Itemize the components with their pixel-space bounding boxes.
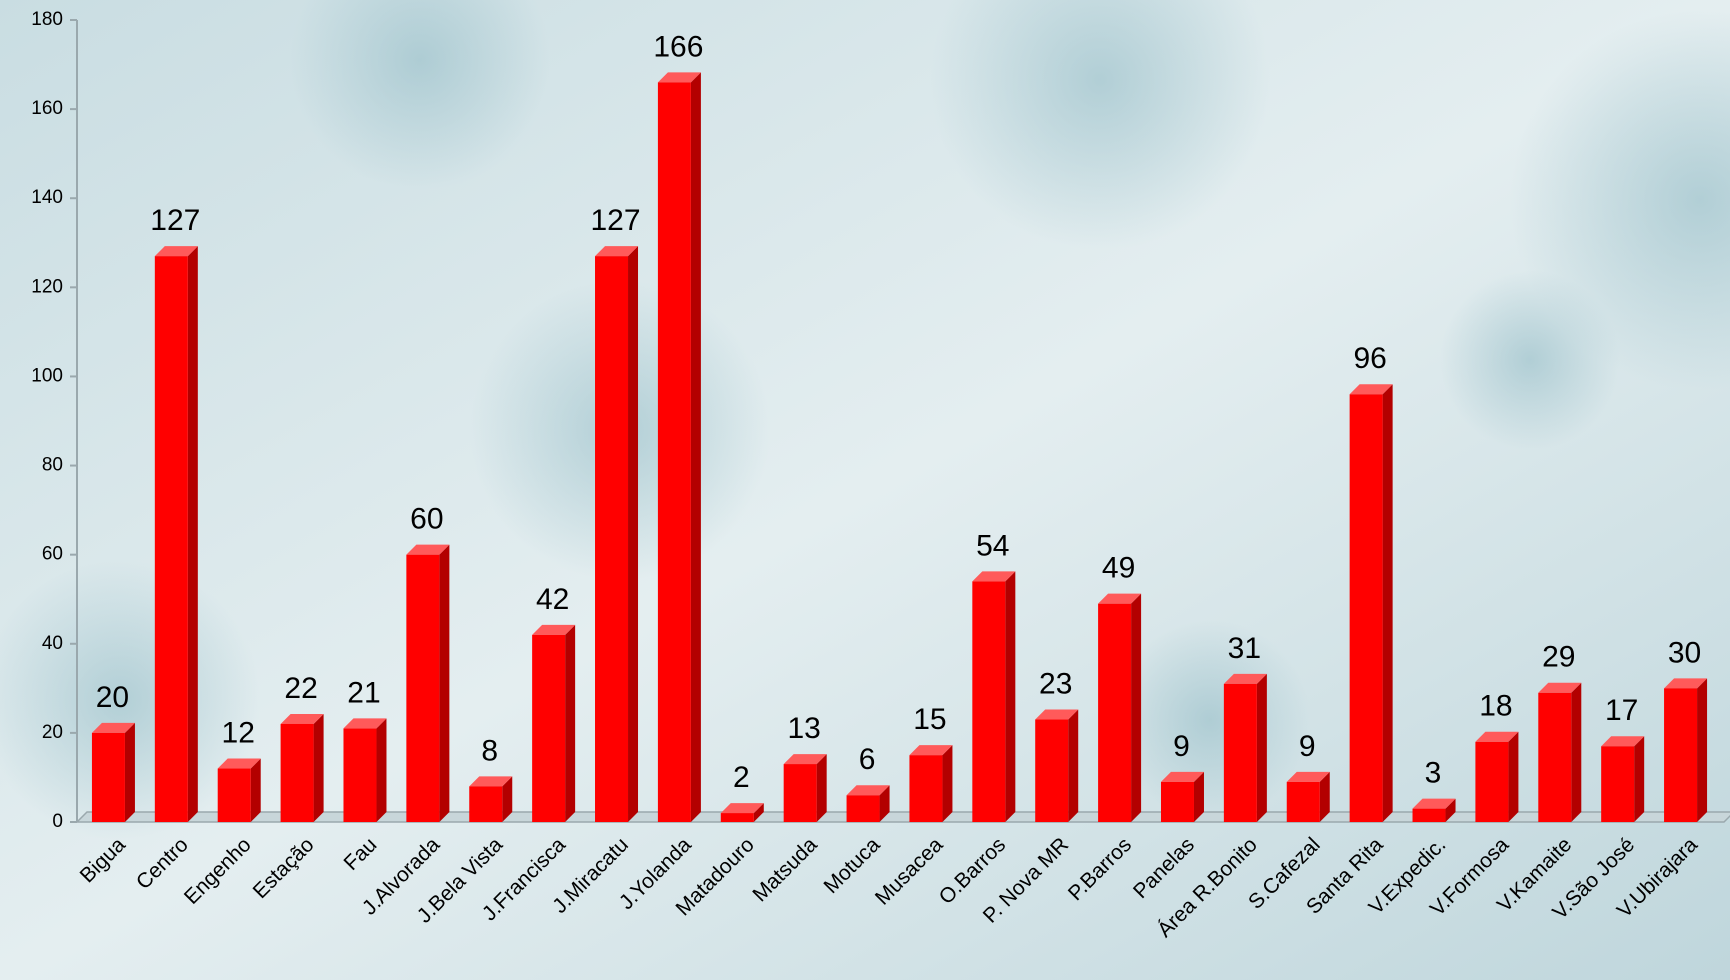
value-label: 15 [913,703,946,736]
bar-side [1005,571,1015,822]
value-label: 49 [1102,552,1135,585]
y-tick-label: 40 [42,633,63,654]
bar [1161,782,1194,822]
bar [658,82,691,822]
bar [281,724,314,822]
value-label: 127 [150,204,200,237]
value-label: 31 [1228,632,1261,665]
y-tick-label: 60 [42,544,63,565]
value-label: 166 [653,30,703,63]
bar [1538,693,1571,822]
bar [469,786,502,822]
bar-side [1257,674,1267,822]
bar-side [188,246,198,822]
value-label: 13 [787,712,820,745]
bar [972,581,1005,822]
value-label: 3 [1425,757,1442,790]
y-tick-label: 20 [42,722,63,743]
y-tick-label: 140 [31,187,63,208]
value-label: 21 [347,676,380,709]
bar-side [439,545,449,822]
bar [847,795,880,822]
bar [909,755,942,822]
y-tick-label: 100 [31,365,63,386]
y-tick-label: 160 [31,98,63,119]
bar-side [1131,594,1141,822]
value-label: 127 [590,204,640,237]
bar [1287,782,1320,822]
value-label: 54 [976,529,1009,562]
bar-side [942,745,952,822]
bar [1664,688,1697,822]
bar [155,256,188,822]
bar-side [251,759,261,822]
bar-side [628,246,638,822]
bar-side [1697,678,1707,822]
value-label: 8 [481,734,498,767]
value-label: 18 [1479,690,1512,723]
background [0,0,1730,980]
y-tick-label: 180 [31,9,63,30]
y-tick-label: 0 [52,811,63,832]
value-label: 96 [1353,342,1386,375]
bar-side [314,714,324,822]
bar [595,256,628,822]
value-label: 2 [733,761,750,794]
bar [92,733,125,822]
bar [784,764,817,822]
bar-side [565,625,575,822]
y-tick-label: 80 [42,455,63,476]
value-label: 60 [410,503,443,536]
bar-side [1383,384,1393,822]
bar-side [691,72,701,822]
value-label: 23 [1039,667,1072,700]
bar [1601,746,1634,822]
bar-side [1634,736,1644,822]
value-label: 9 [1299,730,1316,763]
value-label: 29 [1542,641,1575,674]
bar [1350,394,1383,822]
value-label: 17 [1605,694,1638,727]
bar [532,635,565,822]
bar [218,769,251,822]
bar [1475,742,1508,822]
bar-side [376,718,386,822]
value-label: 22 [284,672,317,705]
bar-side [1571,683,1581,822]
bar [721,813,754,822]
value-label: 9 [1173,730,1190,763]
decoration [1440,270,1620,450]
value-label: 12 [222,716,255,749]
bar [1413,809,1446,822]
bar-side [1508,732,1518,822]
bar [1224,684,1257,822]
y-tick-label: 120 [31,276,63,297]
bar-side [125,723,135,822]
bar [1035,720,1068,822]
bar [1098,604,1131,822]
chart: 020406080100120140160180Bigua20Centro127… [0,0,1730,980]
bar [343,728,376,822]
value-label: 42 [536,583,569,616]
value-label: 20 [96,681,129,714]
value-label: 30 [1668,636,1701,669]
value-label: 6 [859,743,876,776]
bar-side [817,754,827,822]
bar-side [1068,710,1078,822]
bar [406,555,439,822]
